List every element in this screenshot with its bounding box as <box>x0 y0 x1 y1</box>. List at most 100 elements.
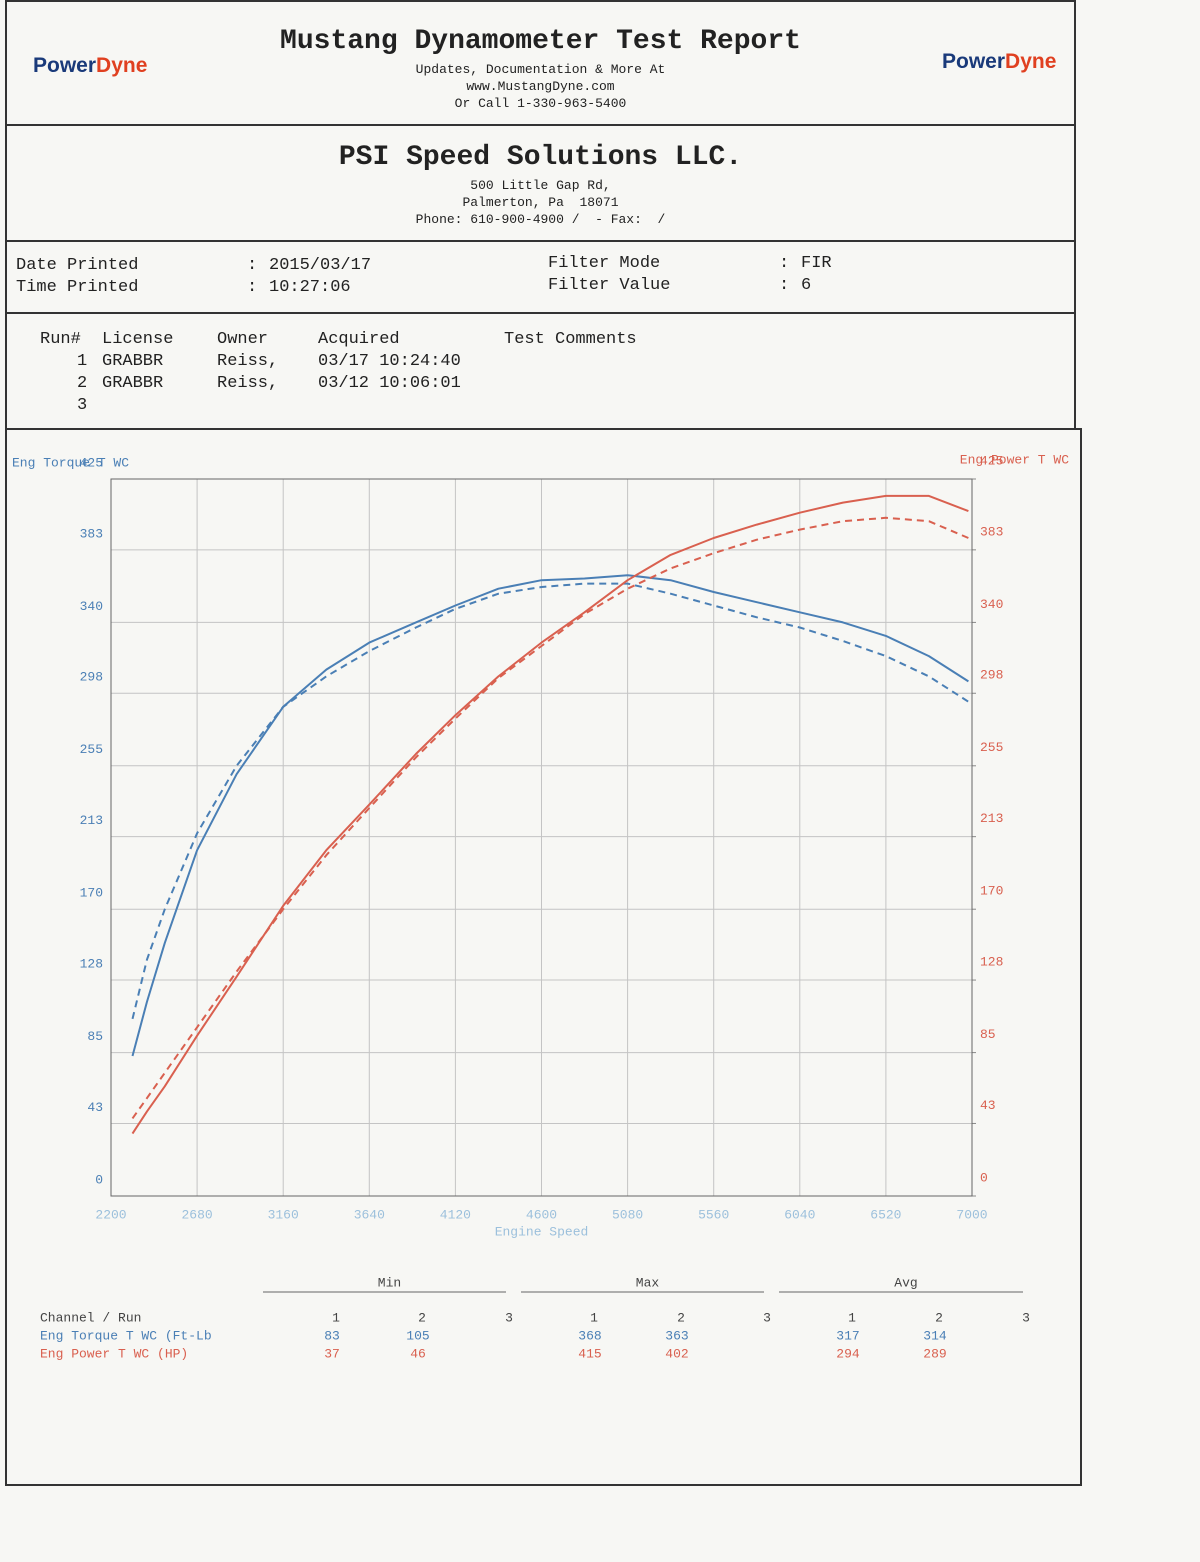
x-tick-label: 6520 <box>870 1207 901 1222</box>
info-label: Filter Value <box>548 276 671 295</box>
plot-frame <box>110 478 973 1197</box>
x-tick-label: 2200 <box>95 1207 126 1222</box>
runs-cell: Reiss, <box>217 374 279 393</box>
stats-value: 294 <box>836 1346 860 1361</box>
stats-value: 317 <box>836 1328 859 1343</box>
info-value: 10:27:06 <box>269 278 351 297</box>
stats-run: 2 <box>935 1310 943 1325</box>
header-line: Or Call 1-330-963-5400 <box>454 96 627 111</box>
stats-channel: Eng Power T WC (HP) <box>40 1346 188 1361</box>
y-tick-label: 85 <box>87 1029 103 1044</box>
stats-value: 46 <box>410 1346 426 1361</box>
stats-run: 1 <box>332 1310 340 1325</box>
series-line <box>131 494 969 1135</box>
header-line: Updates, Documentation & More At <box>415 62 666 77</box>
company-line: Palmerton, Pa 18071 <box>462 195 619 210</box>
x-tick-label: 4600 <box>526 1207 557 1222</box>
stats-run: 1 <box>590 1310 598 1325</box>
y2-tick-label: 298 <box>980 668 1003 683</box>
runs-header: Owner <box>217 330 269 349</box>
stats-value: 105 <box>406 1328 429 1343</box>
logo-part: Dyne <box>1005 50 1057 73</box>
stats-value: 402 <box>665 1346 688 1361</box>
y-tick-label: 128 <box>80 956 103 971</box>
x-tick-label: 3640 <box>354 1207 385 1222</box>
stats-value: 37 <box>324 1346 340 1361</box>
stats-run: 3 <box>505 1310 513 1325</box>
y2-tick-label: 170 <box>980 884 1003 899</box>
y-tick-label: 425 <box>80 455 103 470</box>
runs-cell: GRABBR <box>102 374 164 393</box>
y-tick-label: 170 <box>80 886 103 901</box>
company-name: PSI Speed Solutions LLC. <box>338 142 743 173</box>
header-line: www.MustangDyne.com <box>466 79 615 94</box>
logo-part: Power <box>942 50 1006 73</box>
x-axis-label: Engine Speed <box>495 1224 589 1239</box>
stats-run: 3 <box>763 1310 771 1325</box>
y-axis-label: Eng Torque T WC <box>12 455 129 470</box>
info-sep: : <box>247 256 258 275</box>
header-box: PowerDyne PowerDyne Mustang Dynamometer … <box>5 0 1076 126</box>
x-tick-label: 4120 <box>440 1207 471 1222</box>
info-sep: : <box>247 278 258 297</box>
y2-tick-label: 43 <box>980 1098 996 1113</box>
stats-run: 2 <box>677 1310 685 1325</box>
y-tick-label: 255 <box>80 742 103 757</box>
runs-header: Test Comments <box>504 330 637 349</box>
x-tick-label: 5560 <box>698 1207 729 1222</box>
company-line: 500 Little Gap Rd, <box>470 178 611 193</box>
y2-tick-label: 383 <box>980 524 1003 539</box>
chart-box <box>5 428 1082 1486</box>
y-tick-label: 213 <box>80 813 103 828</box>
runs-header: Acquired <box>318 330 400 349</box>
series-line <box>131 574 969 1057</box>
x-tick-label: 3160 <box>268 1207 299 1222</box>
stats-value: 289 <box>923 1346 946 1361</box>
stats-value: 368 <box>578 1328 601 1343</box>
stats-value: 83 <box>324 1328 340 1343</box>
stats-run: 2 <box>418 1310 426 1325</box>
runs-cell: Reiss, <box>217 352 279 371</box>
y2-tick-label: 340 <box>980 597 1003 612</box>
stats-channel-header: Channel / Run <box>40 1310 141 1325</box>
stats-value: 363 <box>665 1328 688 1343</box>
logo: PowerDyne <box>942 50 1056 74</box>
info-value: FIR <box>801 254 832 273</box>
stats-group: Avg <box>894 1275 917 1290</box>
logo: PowerDyne <box>33 54 147 78</box>
runs-cell: GRABBR <box>102 352 164 371</box>
y-tick-label: 43 <box>87 1100 103 1115</box>
x-tick-label: 6040 <box>784 1207 815 1222</box>
stats-channel: Eng Torque T WC (Ft-Lb <box>40 1328 212 1343</box>
title: Mustang Dynamometer Test Report <box>280 26 801 57</box>
series-line <box>131 582 969 1020</box>
runs-cell: 03/17 10:24:40 <box>318 352 461 371</box>
stats-group: Max <box>636 1275 660 1290</box>
logo-part: Dyne <box>96 54 148 77</box>
y2-axis-label: Eng Power T WC <box>960 452 1069 467</box>
info-sep: : <box>779 276 790 295</box>
y-tick-label: 383 <box>80 526 103 541</box>
stats-run: 1 <box>848 1310 856 1325</box>
series-line <box>131 516 969 1119</box>
runs-cell: 1 <box>77 352 88 371</box>
x-tick-label: 7000 <box>956 1207 987 1222</box>
x-tick-label: 2680 <box>181 1207 212 1222</box>
y-tick-label: 298 <box>80 670 103 685</box>
runs-cell: 03/12 10:06:01 <box>318 374 461 393</box>
info-value: 6 <box>801 276 812 295</box>
runs-header: License <box>102 330 174 349</box>
runs-cell: 3 <box>77 396 88 415</box>
info-label: Filter Mode <box>548 254 661 273</box>
stats-value: 314 <box>923 1328 947 1343</box>
info-label: Date Printed <box>16 256 139 275</box>
info-label: Time Printed <box>16 278 139 297</box>
info-sep: : <box>779 254 790 273</box>
y2-tick-label: 85 <box>980 1027 996 1042</box>
stats-run: 3 <box>1022 1310 1030 1325</box>
logo-part: Power <box>33 54 97 77</box>
runs-header: Run# <box>40 330 81 349</box>
stats-group: Min <box>378 1275 401 1290</box>
